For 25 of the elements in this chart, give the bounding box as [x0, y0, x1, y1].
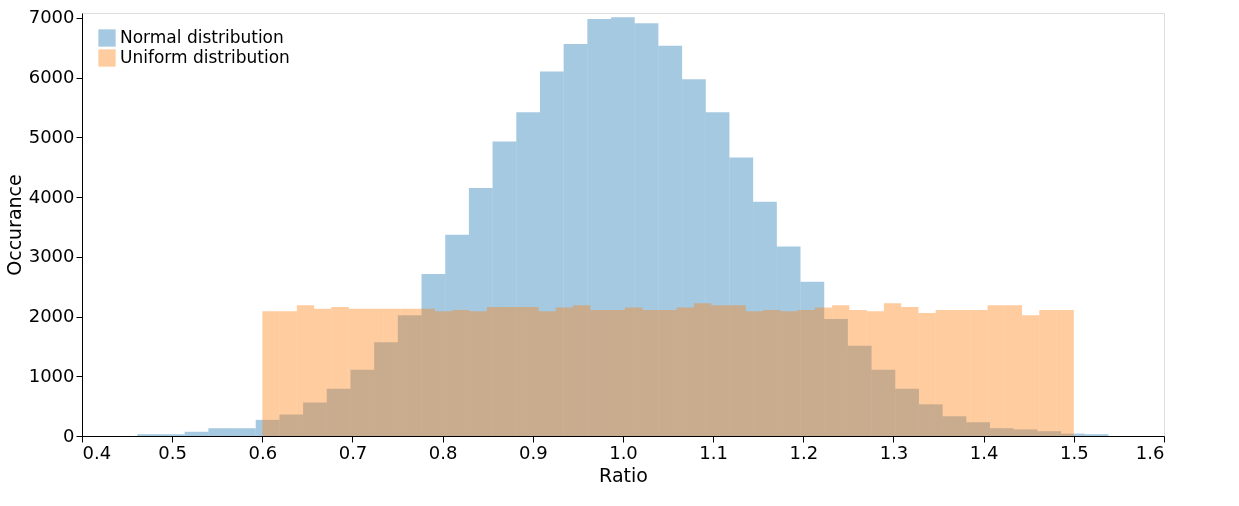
x-tick-label: 0.8 — [428, 441, 458, 463]
x-tick-label: 0.9 — [519, 441, 548, 463]
x-tick-label: 1.6 — [1135, 441, 1165, 463]
x-tick-label: 1.3 — [879, 441, 909, 463]
y-tick-label: 6000 — [28, 66, 75, 88]
legend-label: Normal distribution — [120, 27, 284, 47]
y-tick-label: 5000 — [28, 125, 75, 147]
y-tick-label: 2000 — [28, 305, 75, 327]
x-tick-label: 1.4 — [969, 441, 999, 463]
y-tick-label: 7000 — [28, 6, 75, 28]
y-tick-label: 3000 — [28, 245, 75, 267]
x-axis-title: Ratio — [599, 463, 648, 486]
x-tick-label: 0.5 — [158, 441, 187, 463]
x-tick-label: 1.0 — [609, 441, 638, 463]
x-tick-label: 1.2 — [789, 441, 819, 463]
y-tick-label: 0 — [63, 424, 75, 446]
x-tick-label: 1.5 — [1060, 441, 1089, 463]
y-tick-label: 1000 — [28, 364, 75, 386]
x-tick-label: 0.4 — [82, 441, 112, 463]
y-axis-title: Occurance — [2, 174, 25, 276]
y-tick-label: 4000 — [28, 185, 75, 207]
x-tick-label: 0.7 — [338, 441, 368, 463]
x-tick-label: 1.1 — [699, 441, 728, 463]
legend-label: Uniform distribution — [120, 47, 290, 67]
x-tick-label: 0.6 — [248, 441, 278, 463]
